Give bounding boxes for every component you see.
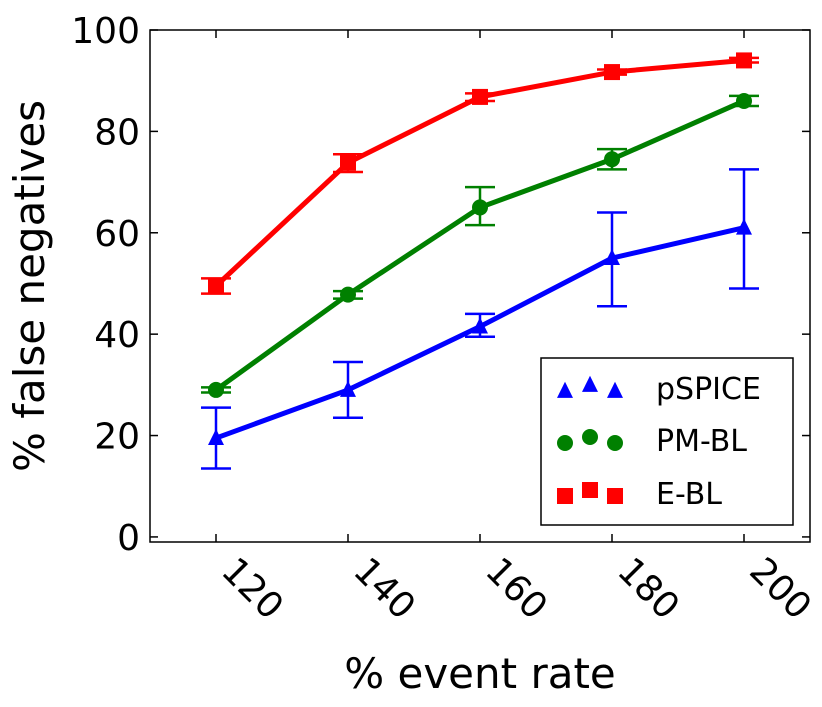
legend-label-e-bl: E-BL [656,477,722,512]
legend-marker-e-bl [582,482,598,498]
pspice-point [604,248,620,266]
x-axis-title: % event rate [344,649,616,698]
pm-bl-point [340,286,356,303]
plot-area [201,52,759,470]
e-bl-point [604,64,620,81]
pm-bl-point [472,199,488,216]
legend-label-pm-bl: PM-BL [656,424,747,459]
pspice-point [208,428,224,445]
e-bl-point [208,278,224,294]
y-axis-title: % false negatives [5,100,54,472]
pm-bl-point [736,92,752,109]
legend-marker-e-bl [557,488,573,504]
legend-marker-pm-bl [557,435,573,451]
legend-marker-pm-bl [607,435,623,451]
pspice-point [736,218,752,235]
legend: pSPICE PM-BL E-BL [540,357,794,526]
legend-marker-pspice [582,375,598,392]
e-bl-point [736,52,752,69]
pspice-point [472,317,488,334]
legend-marker-pspice [607,381,623,398]
pspice-point [340,380,356,397]
y-tick-label: 20 [94,417,140,458]
y-tick-label: 40 [94,315,140,356]
legend-marker-pm-bl [582,429,598,445]
y-tick-label: 80 [94,112,140,153]
series-pspice [201,168,759,470]
legend-marker-e-bl [607,488,623,504]
series-e-bl [201,52,759,295]
pm-bl-point [604,151,620,168]
y-tick-label: 60 [94,214,140,255]
e-bl-point [340,154,356,171]
y-tick-label: 100 [71,11,140,52]
pm-bl-point [208,381,224,398]
series-pm-bl [201,92,759,398]
legend-label-pspice: pSPICE [656,372,761,407]
e-bl-point [472,88,488,105]
y-tick-label: 0 [117,518,140,559]
legend-marker-pspice [557,381,573,398]
